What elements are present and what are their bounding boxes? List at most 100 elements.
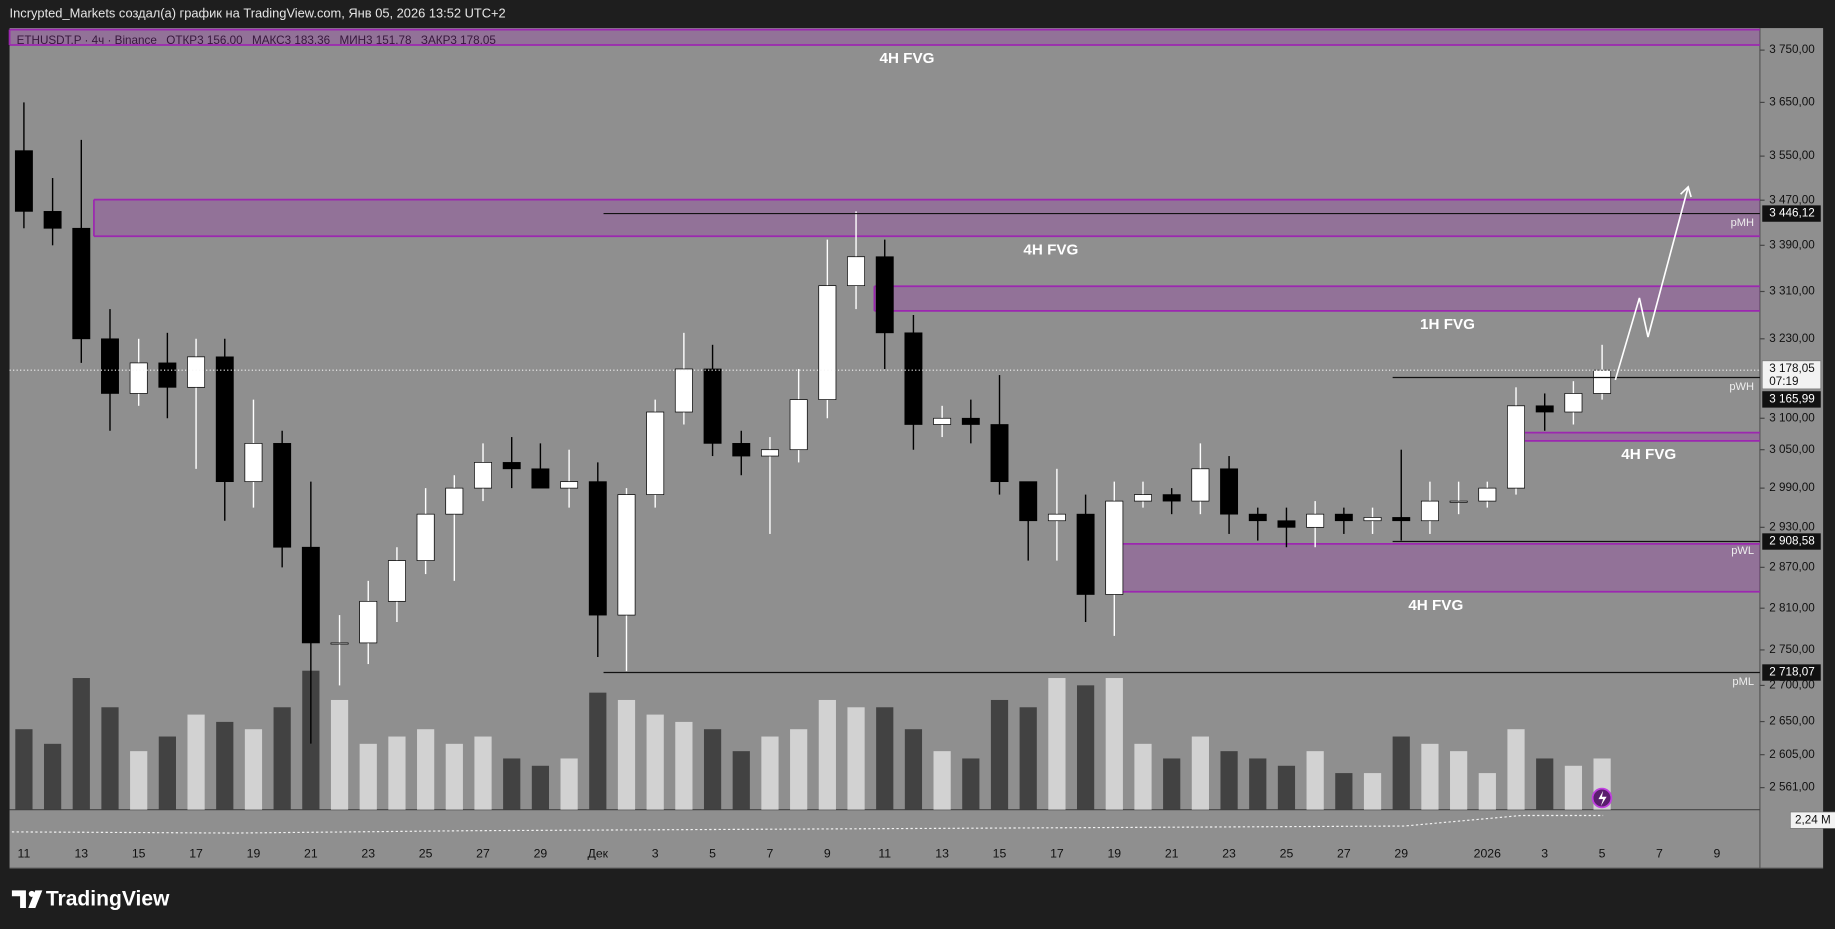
fvg-zone — [93, 199, 1760, 237]
y-tick-label: 3 100,00 — [1769, 411, 1815, 424]
x-tick-label: 11 — [18, 846, 31, 860]
legend-value: 3 178,05 — [450, 34, 496, 47]
level-box — [1762, 391, 1821, 408]
candle-body — [1535, 405, 1554, 413]
volume-bar — [503, 758, 521, 810]
x-tick-label: 29 — [534, 846, 548, 860]
x-tick-label: 11 — [878, 846, 891, 860]
x-tick-label: 27 — [1337, 846, 1351, 860]
legend-value: 3 151,78 — [366, 34, 412, 47]
x-tick-label: 13 — [74, 846, 88, 860]
y-tick-label: 2 750,00 — [1769, 643, 1815, 656]
legend-label: МИН — [339, 34, 366, 47]
candle-body — [416, 513, 435, 561]
legend-label: ЗАКР — [421, 34, 451, 47]
level-name: pMH — [1731, 217, 1754, 229]
volume-bar — [330, 699, 349, 810]
y-tick-label: 3 550,00 — [1769, 149, 1815, 162]
candle-body — [732, 443, 751, 457]
fvg-zone — [1108, 543, 1760, 592]
x-tick-label: 21 — [304, 846, 318, 860]
candle-body — [1019, 481, 1038, 522]
brand-name[interactable]: TradingView — [46, 887, 170, 910]
candle-body — [1134, 494, 1152, 502]
level-value: 3 446,12 — [1769, 207, 1815, 220]
y-tick-label: 3 230,00 — [1769, 332, 1815, 345]
volume-bar — [1220, 751, 1238, 810]
candle-body — [1220, 468, 1239, 515]
x-tick-label: 29 — [1394, 846, 1408, 860]
candle-body — [1191, 468, 1210, 502]
candle-body — [1478, 487, 1497, 502]
candle-body — [1334, 513, 1353, 522]
candle-body — [158, 362, 177, 388]
volume-bar — [244, 729, 263, 810]
volume-bar — [617, 699, 636, 810]
candle-body — [445, 487, 464, 515]
candle-body — [1306, 513, 1325, 528]
x-tick-label: Дек — [588, 846, 609, 860]
volume-bar — [130, 751, 148, 810]
projection-arrowhead — [1680, 185, 1692, 198]
candle-body — [72, 227, 91, 340]
x-tick-label: 23 — [1222, 846, 1236, 860]
volume-bar — [1536, 758, 1554, 810]
brand-logo: TradingView — [11, 887, 170, 910]
candle-body — [1162, 494, 1181, 502]
x-tick-label: 5 — [709, 846, 716, 860]
candle-body — [474, 462, 492, 489]
candle-body — [761, 449, 779, 457]
x-tick-label: 17 — [189, 846, 203, 860]
candle-body — [1507, 405, 1525, 489]
y-tick-label: 2 990,00 — [1769, 481, 1815, 494]
candle-body — [1363, 517, 1382, 522]
level-box — [1762, 205, 1821, 222]
x-tick-label: 19 — [247, 846, 261, 860]
candle-body — [1105, 500, 1124, 595]
volume-bar — [187, 714, 205, 810]
brand-dot — [28, 890, 35, 897]
zone-label: 1H FVG — [1420, 316, 1475, 333]
header-text: Incrypted_Markets создал(а) график на Tr… — [10, 5, 506, 20]
volume-bar — [1478, 773, 1496, 810]
candle-body — [990, 424, 1009, 483]
x-tick-label: 25 — [1280, 846, 1294, 860]
volume-indicator-line — [11, 814, 1604, 834]
level-box — [1762, 664, 1821, 681]
candle-body — [646, 411, 665, 495]
volume-bar — [216, 721, 234, 810]
x-tick-label: 23 — [361, 846, 375, 860]
x-tick-label: 9 — [1713, 846, 1720, 860]
candle-body — [14, 150, 33, 212]
x-tick-label: 25 — [419, 846, 433, 860]
volume-bar — [732, 751, 750, 810]
candle-body — [617, 494, 636, 616]
volume-bar — [1134, 743, 1152, 810]
candle-body — [301, 546, 320, 644]
candle-body — [1392, 517, 1411, 522]
candle-body — [1248, 513, 1267, 522]
candle-body — [1420, 500, 1439, 522]
candle-body — [129, 362, 148, 394]
candle-body — [1593, 369, 1612, 394]
candle-body — [703, 368, 722, 444]
zone-label: 4H FVG — [1408, 597, 1463, 614]
candle-body — [674, 368, 693, 413]
level-value: 2 718,07 — [1769, 666, 1815, 679]
x-tick-label: 17 — [1050, 846, 1064, 860]
y-tick-label: 3 650,00 — [1769, 95, 1815, 108]
volume-bar — [790, 729, 808, 810]
legend-label: МАКС — [252, 34, 285, 47]
volume-bar — [158, 736, 176, 810]
volume-bar — [359, 743, 377, 810]
candle-body — [560, 481, 579, 489]
volume-bar — [273, 707, 291, 810]
volume-bar — [1105, 678, 1123, 810]
y-tick-label: 2 700,00 — [1769, 679, 1815, 692]
candle-body — [101, 338, 119, 394]
x-tick-label: 7 — [1656, 846, 1663, 860]
candle-body — [387, 560, 406, 602]
x-tick-label: 21 — [1165, 846, 1179, 860]
